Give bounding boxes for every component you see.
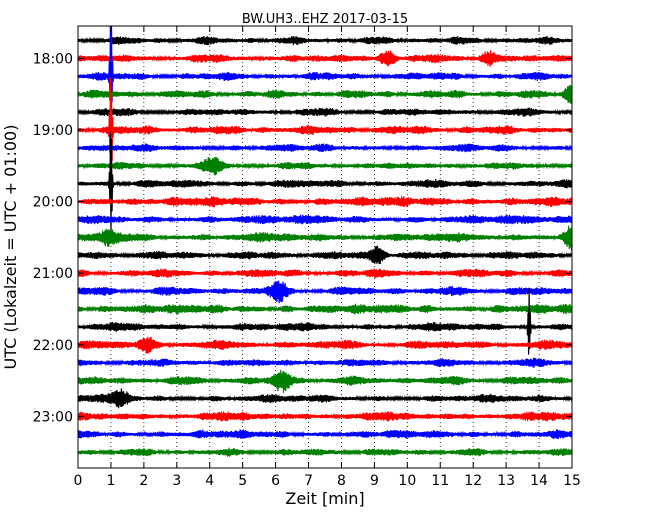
y-tick-label: 18:00 — [33, 51, 73, 67]
x-tick-label: 1 — [106, 473, 115, 489]
grid-lines — [110, 26, 540, 468]
trace-row-1 — [78, 50, 572, 67]
trace-row-16 — [78, 287, 572, 355]
trace-row-9 — [78, 196, 572, 208]
trace-row-4 — [78, 107, 572, 117]
trace-row-7 — [78, 156, 572, 176]
x-tick-label: 2 — [139, 473, 148, 489]
tick-marks: 0 1 2 3 4 5 6 7 8 9 10 11 12 13 14 1518:0019:0020:0021:… — [33, 26, 581, 489]
x-tick-label: 0 — [74, 473, 83, 489]
axes — [77, 25, 573, 469]
trace-row-23 — [78, 447, 572, 457]
x-tick-label: 6 — [271, 473, 280, 489]
trace-row-8 — [78, 132, 572, 242]
trace-row-0 — [78, 35, 572, 46]
x-tick-label: 3 — [172, 473, 181, 489]
x-tick-label: 5 — [238, 473, 247, 489]
y-axis-label: UTC (Lokalzeit = UTC + 01:00) — [1, 125, 20, 370]
x-tick-label: 4 — [205, 473, 214, 489]
trace-row-6 — [78, 143, 572, 153]
trace-row-20 — [78, 388, 572, 409]
trace-row-11 — [78, 224, 572, 251]
x-tick-label: 7 — [304, 473, 313, 489]
trace-row-21 — [78, 411, 572, 422]
x-tick-label: 14 — [530, 473, 548, 489]
x-tick-label: 8 — [337, 473, 346, 489]
x-tick-label: 15 — [563, 473, 581, 489]
trace-series — [78, 26, 572, 457]
plot-frame — [77, 25, 573, 469]
trace-row-13 — [78, 268, 572, 279]
trace-row-15 — [78, 303, 572, 315]
x-axis-label: Zeit [min] — [285, 489, 364, 508]
x-tick-label: 10 — [398, 473, 416, 489]
trace-row-18 — [78, 357, 572, 368]
x-tick-label: 11 — [431, 473, 449, 489]
trace-row-12 — [78, 245, 572, 265]
trace-row-22 — [78, 429, 572, 440]
trace-row-5 — [78, 77, 572, 192]
x-tick-label: 12 — [464, 473, 482, 489]
trace-row-10 — [78, 214, 572, 225]
y-tick-label: 23:00 — [33, 409, 73, 425]
y-tick-label: 22:00 — [33, 338, 73, 354]
trace-row-19 — [78, 369, 572, 393]
y-tick-label: 19:00 — [33, 123, 73, 139]
y-tick-label: 21:00 — [33, 266, 73, 282]
x-tick-label: 13 — [497, 473, 515, 489]
trace-row-3 — [78, 84, 572, 104]
trace-row-2 — [78, 26, 572, 135]
chart-title: BW.UH3..EHZ 2017-03-15 — [242, 12, 408, 27]
y-tick-label: 20:00 — [33, 195, 73, 211]
trace-row-14 — [78, 280, 572, 304]
trace-row-17 — [78, 336, 572, 354]
x-tick-label: 9 — [370, 473, 379, 489]
